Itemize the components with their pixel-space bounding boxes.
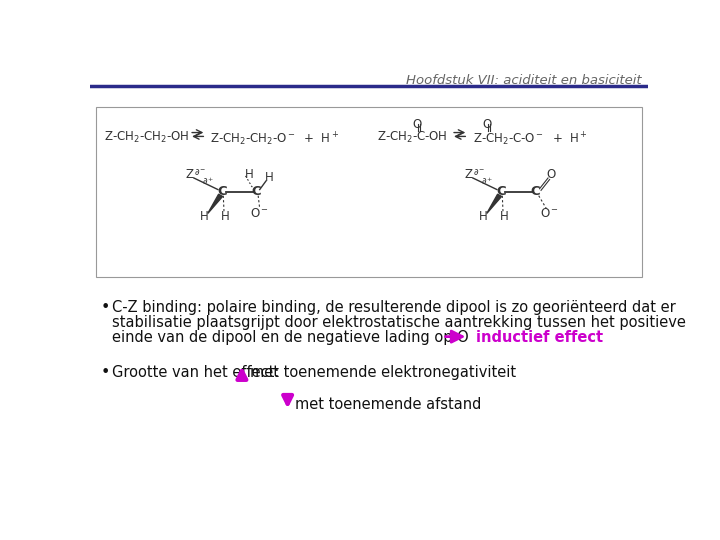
- Text: H: H: [220, 210, 229, 223]
- Text: $\partial^+$: $\partial^+$: [202, 175, 214, 187]
- Text: $\partial^+$: $\partial^+$: [480, 175, 493, 187]
- Text: •: •: [101, 365, 110, 380]
- Text: met toenemende afstand: met toenemende afstand: [295, 397, 482, 413]
- Text: met toenemende elektronegativiteit: met toenemende elektronegativiteit: [250, 365, 516, 380]
- Text: C-Z binding: polaire binding, de resulterende dipool is zo georiënteerd dat er: C-Z binding: polaire binding, de resulte…: [112, 300, 675, 315]
- Text: $\partial^-$: $\partial^-$: [194, 167, 207, 177]
- Text: C: C: [531, 185, 541, 198]
- Text: H: H: [265, 172, 274, 185]
- Text: O$^-$: O$^-$: [251, 207, 269, 220]
- Text: Z: Z: [464, 168, 472, 181]
- Text: Z-CH$_2$-C-OH: Z-CH$_2$-C-OH: [377, 130, 447, 145]
- Text: Grootte van het effect:: Grootte van het effect:: [112, 365, 279, 380]
- Text: C: C: [496, 185, 505, 198]
- Text: Z: Z: [185, 168, 193, 181]
- Polygon shape: [487, 194, 502, 213]
- Text: Z-CH$_2$-CH$_2$-OH: Z-CH$_2$-CH$_2$-OH: [104, 130, 189, 145]
- Text: $\partial^-$: $\partial^-$: [473, 167, 485, 177]
- Text: H: H: [500, 210, 508, 223]
- Text: H: H: [480, 210, 488, 223]
- Text: Hoofdstuk VII: aciditeit en basiciteit: Hoofdstuk VII: aciditeit en basiciteit: [406, 74, 642, 87]
- Polygon shape: [208, 194, 222, 213]
- Text: H: H: [245, 168, 253, 181]
- Text: Z-CH$_2$-CH$_2$-O$^-$  +  H$^+$: Z-CH$_2$-CH$_2$-O$^-$ + H$^+$: [210, 130, 340, 147]
- Text: O: O: [546, 168, 556, 181]
- Text: stabilisatie plaatsgrijpt door elektrostatische aantrekking tussen het positieve: stabilisatie plaatsgrijpt door elektrost…: [112, 315, 685, 330]
- Text: C: C: [217, 185, 227, 198]
- Bar: [96, 107, 642, 276]
- Text: O: O: [482, 118, 492, 131]
- Text: einde van de dipool en de negatieve lading op O: einde van de dipool en de negatieve ladi…: [112, 330, 469, 346]
- Text: •: •: [101, 300, 110, 315]
- Text: H: H: [200, 210, 209, 223]
- Text: O$^-$: O$^-$: [540, 207, 559, 220]
- Text: O: O: [413, 118, 422, 131]
- Text: inductief effect: inductief effect: [476, 330, 603, 346]
- Text: Z-CH$_2$-C-O$^-$  +  H$^+$: Z-CH$_2$-C-O$^-$ + H$^+$: [473, 130, 588, 147]
- Text: C: C: [252, 185, 261, 198]
